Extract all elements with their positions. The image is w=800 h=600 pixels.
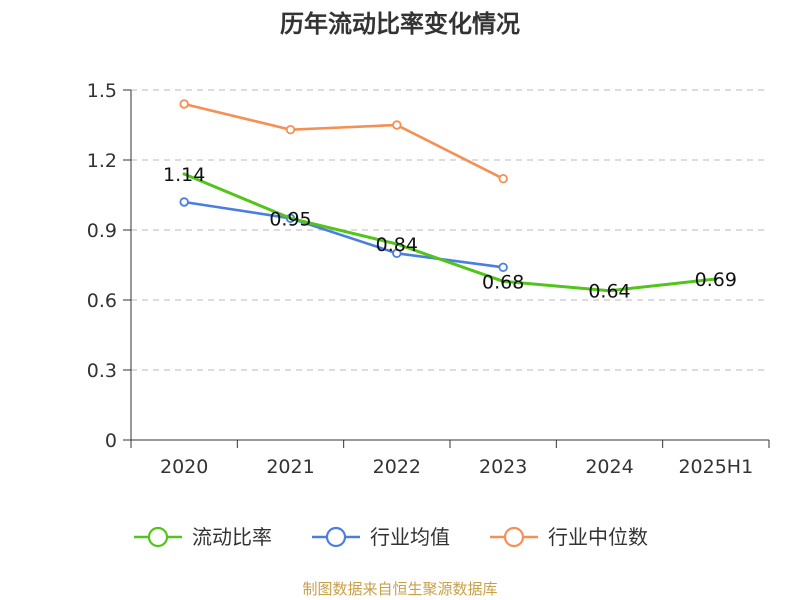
legend-marker-icon [503, 526, 525, 548]
series-point [607, 289, 612, 293]
series-point [392, 248, 402, 259]
x-tick-label: 2025H1 [678, 456, 753, 478]
legend-item[interactable]: 流动比率 [134, 525, 272, 549]
series-point [392, 120, 402, 130]
axes: 0 0.3 0.6 0.9 1.2 1.5 2020 2021 2022 2023 2024 2025… [87, 80, 770, 478]
series-line [183, 172, 716, 293]
data-label: 0.64 [588, 281, 630, 303]
data-label: 0.84 [376, 234, 418, 256]
y-tick-label: 0.3 [87, 360, 117, 382]
data-label: 0.68 [482, 271, 524, 293]
legend-item[interactable]: 行业均值 [312, 525, 450, 549]
y-tick-label: 1.2 [87, 150, 117, 172]
legend: 流动比率 行业均值 行业中位数 [134, 525, 648, 549]
x-tick-label: 2021 [266, 456, 314, 478]
series-point [714, 277, 718, 281]
legend-marker-icon [147, 526, 169, 548]
legend-label: 行业均值 [370, 525, 450, 549]
series-point [501, 279, 505, 283]
series-point [498, 262, 508, 273]
series-point [395, 242, 399, 246]
x-tick-label: 2024 [585, 456, 633, 478]
series-point [179, 197, 189, 207]
grid-lines [131, 89, 769, 371]
legend-item[interactable]: 行业中位数 [490, 525, 648, 549]
series-point [179, 99, 189, 109]
data-label: 1.14 [163, 164, 205, 186]
x-tick-label: 2020 [160, 456, 208, 478]
legend-marker-icon [325, 526, 347, 548]
series-point [498, 173, 508, 184]
data-labels: 1.14 0.95 0.84 0.68 0.64 0.69 [163, 164, 737, 303]
y-tick-label: 0.9 [87, 220, 117, 242]
y-tick-label: 1.5 [87, 80, 117, 102]
series-point [288, 216, 293, 220]
x-tick-label: 2022 [373, 456, 421, 478]
series-lines [179, 99, 718, 293]
legend-label: 行业中位数 [548, 525, 648, 549]
series-line [183, 102, 504, 180]
series-line [184, 200, 504, 269]
y-tick-label: 0 [105, 430, 117, 452]
data-label: 0.69 [695, 269, 737, 291]
chart-title: 历年流动比率变化情况 [280, 10, 520, 38]
series-point [285, 124, 296, 135]
legend-label: 流动比率 [192, 525, 272, 549]
source-note: 制图数据来自恒生聚源数据库 [302, 580, 497, 598]
x-tick-label: 2023 [479, 456, 527, 478]
y-tick-label: 0.6 [87, 290, 117, 312]
series-point [182, 172, 186, 176]
data-label: 0.95 [269, 208, 311, 230]
